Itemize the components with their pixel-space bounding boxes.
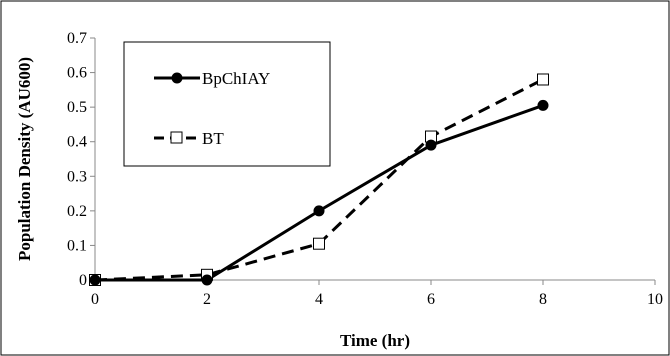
y-tick-label: 0.6 (67, 65, 87, 82)
legend-entry-bt: BT (154, 129, 224, 148)
legend-box (123, 41, 331, 167)
y-tick-label: 0.3 (67, 168, 87, 185)
data-point-bt (537, 73, 549, 86)
x-tick-label: 8 (539, 291, 547, 308)
y-tick-label: 0.2 (67, 203, 87, 220)
y-axis-ticks: 0 0.1 0.2 0.3 0.4 0.5 0.6 0.7 (67, 30, 95, 289)
x-axis-ticks: 0 2 4 6 8 10 (91, 280, 663, 308)
data-point-bpchiay (425, 139, 437, 151)
legend-marker-square (170, 131, 183, 144)
x-tick-label: 6 (427, 291, 435, 308)
x-tick-label: 10 (647, 291, 663, 308)
y-tick-label: 0.1 (67, 237, 87, 254)
x-tick-label: 4 (315, 291, 323, 308)
legend-label-bt: BT (202, 129, 224, 148)
x-tick-label: 0 (91, 291, 99, 308)
legend-label-bpchiay: BpChIAY (202, 69, 270, 88)
data-point-bpchiay (201, 274, 213, 286)
x-axis-title: Time (hr) (340, 331, 410, 350)
legend: BpChIAY BT (123, 41, 331, 167)
series-layer (89, 73, 549, 286)
data-point-bpchiay (537, 99, 549, 111)
legend-entry-bpchiay: BpChIAY (154, 69, 270, 88)
y-tick-label: 0.5 (67, 99, 87, 116)
data-point-bpchiay (89, 274, 101, 286)
y-tick-label: 0 (79, 272, 87, 289)
data-point-bpchiay (313, 205, 325, 217)
x-tick-label: 2 (203, 291, 211, 308)
data-point-bt (313, 237, 325, 250)
y-tick-label: 0.7 (67, 30, 87, 47)
y-axis-title: Population Density (AU600) (15, 57, 34, 261)
y-tick-label: 0.4 (67, 134, 87, 151)
legend-marker-circle (171, 72, 183, 84)
